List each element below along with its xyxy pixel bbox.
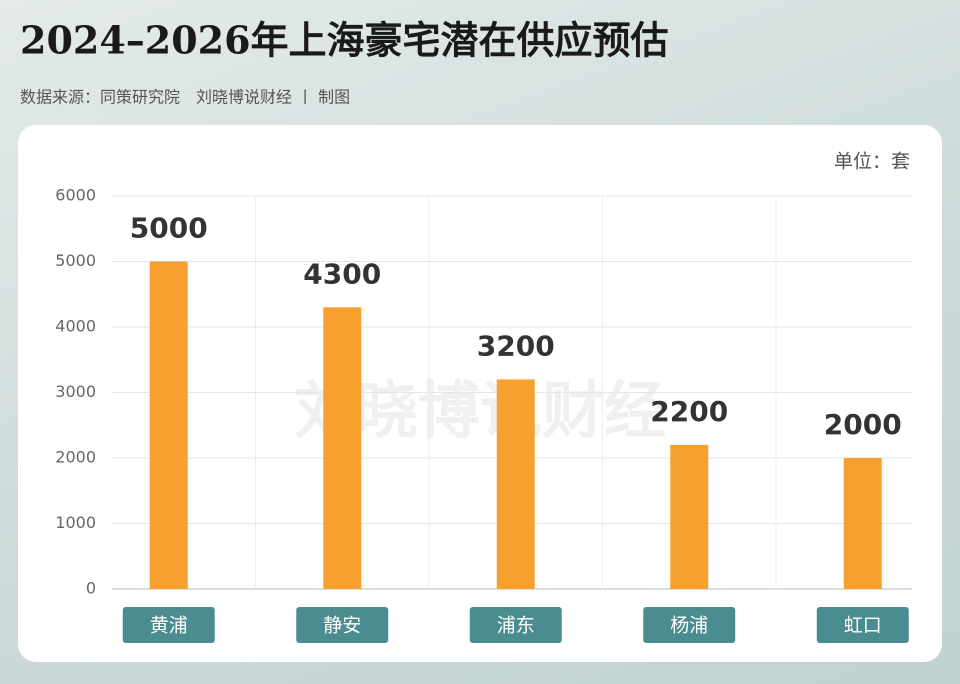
bar: [843, 458, 882, 589]
card: [18, 125, 942, 662]
x-tick-label: 杨浦: [670, 615, 708, 637]
category-box: [643, 607, 736, 643]
y-tick-label: 5000: [55, 251, 96, 270]
category-box: [816, 607, 909, 643]
category-box: [122, 607, 215, 643]
category-box: [296, 607, 389, 643]
bar: [149, 261, 188, 589]
unit-label: 单位：套: [834, 151, 910, 173]
y-tick-label: 0: [86, 579, 96, 598]
chart-subtitle: 数据来源：同策研究院 刘晓博说财经 丨 制图: [20, 88, 350, 107]
category-box: [469, 607, 562, 643]
bar: [323, 307, 362, 589]
y-tick-label: 3000: [55, 382, 96, 401]
value-label: 4300: [303, 257, 381, 290]
value-label: 2200: [650, 395, 728, 428]
y-tick-label: 2000: [55, 448, 96, 467]
x-tick-label: 静安: [323, 615, 361, 637]
x-tick-label: 浦东: [497, 615, 535, 637]
chart-title: 2024–2026年上海豪宅潜在供应预估: [20, 18, 669, 63]
value-label: 2000: [824, 408, 902, 441]
value-label: 5000: [130, 212, 208, 245]
value-label: 3200: [477, 329, 555, 362]
x-tick-label: 虹口: [844, 615, 882, 637]
y-tick-label: 4000: [55, 317, 96, 336]
y-tick-label: 1000: [55, 513, 96, 532]
y-tick-label: 6000: [55, 186, 96, 205]
x-tick-label: 黄浦: [150, 615, 188, 637]
bar: [496, 379, 535, 589]
bar: [670, 444, 709, 589]
